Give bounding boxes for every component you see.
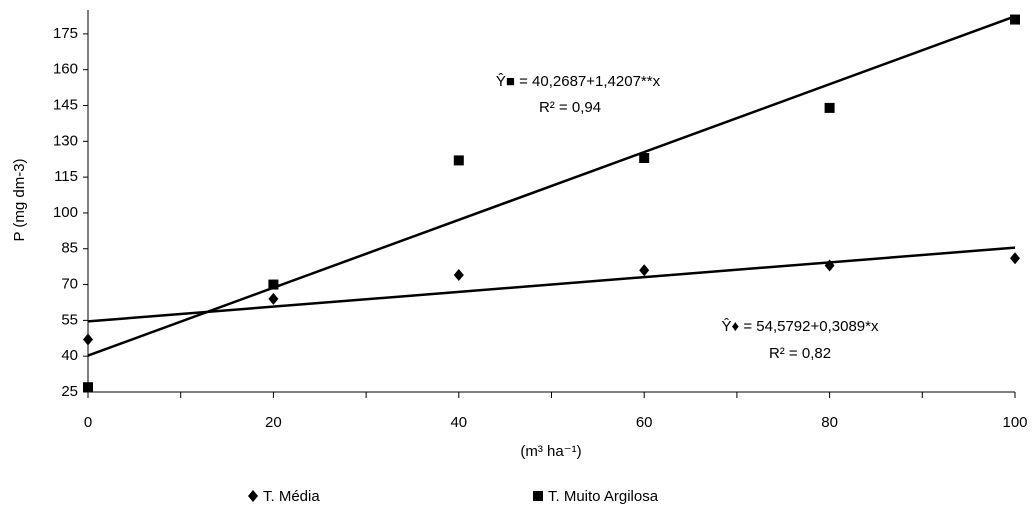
x-tick-label: 100 bbox=[1002, 414, 1027, 431]
marker bbox=[83, 333, 93, 346]
y-tick-label: 145 bbox=[53, 96, 78, 113]
legend-label: T. Média bbox=[263, 488, 320, 505]
marker bbox=[824, 102, 835, 113]
x-tick-label: 80 bbox=[821, 414, 838, 431]
x-axis-label: (m³ ha⁻¹) bbox=[520, 443, 581, 460]
marker bbox=[453, 269, 464, 282]
x-tick-label: 40 bbox=[450, 414, 467, 431]
y-tick-label: 55 bbox=[61, 311, 78, 328]
y-tick-label: 85 bbox=[61, 240, 78, 257]
y-tick-label: 160 bbox=[53, 61, 78, 78]
marker bbox=[453, 155, 464, 166]
y-tick-label: 25 bbox=[61, 383, 78, 400]
y-tick-label: 100 bbox=[53, 204, 78, 221]
marker bbox=[533, 491, 543, 501]
marker bbox=[83, 382, 93, 393]
y-tick-label: 130 bbox=[53, 132, 78, 149]
marker bbox=[824, 259, 835, 272]
y-tick-label: 70 bbox=[61, 276, 78, 293]
y-tick-label: 40 bbox=[61, 347, 78, 364]
marker bbox=[639, 153, 650, 164]
marker bbox=[268, 292, 279, 305]
equation: Ŷ■ = 40,2687+1,4207**x bbox=[496, 73, 661, 90]
x-tick-label: 0 bbox=[84, 414, 92, 431]
x-tick-label: 20 bbox=[265, 414, 282, 431]
trend-line bbox=[87, 15, 1016, 357]
y-axis-label: P (mg dm-3) bbox=[11, 158, 28, 241]
r-squared: R² = 0,94 bbox=[539, 99, 601, 116]
legend-label: T. Muito Argilosa bbox=[548, 488, 659, 505]
marker bbox=[1010, 14, 1020, 25]
marker bbox=[268, 279, 279, 290]
y-tick-label: 115 bbox=[54, 168, 78, 185]
marker bbox=[248, 490, 258, 502]
r-squared: R² = 0,82 bbox=[769, 345, 831, 362]
marker bbox=[639, 264, 650, 277]
trend-line bbox=[87, 246, 1016, 323]
x-tick-label: 60 bbox=[636, 414, 653, 431]
y-tick-label: 175 bbox=[53, 25, 78, 42]
marker bbox=[1010, 252, 1020, 265]
equation: Ŷ♦ = 54,5792+0,3089*x bbox=[722, 318, 879, 335]
